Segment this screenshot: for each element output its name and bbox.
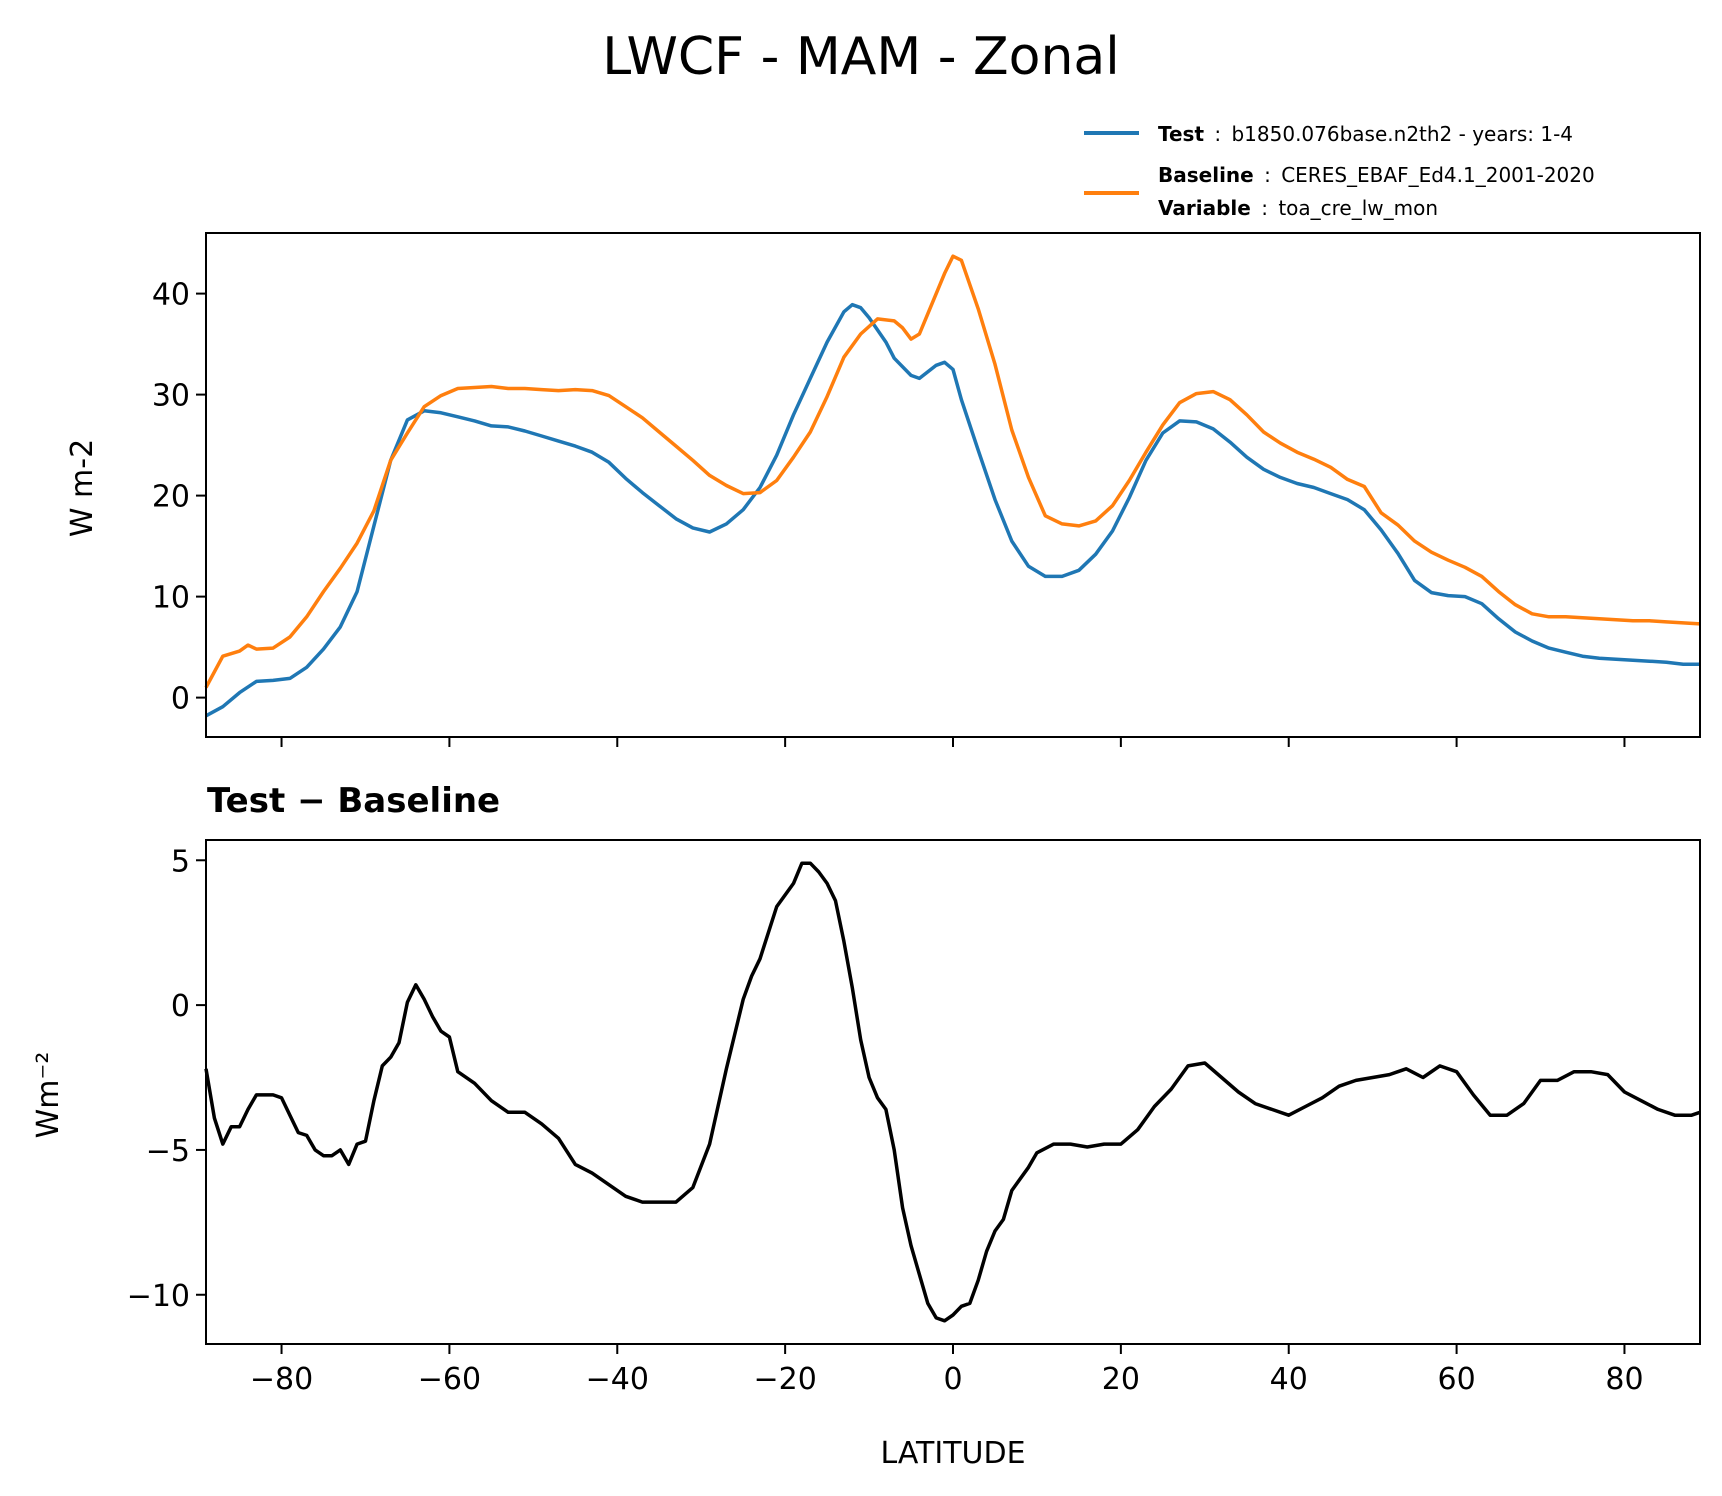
top-panel-ylabel: W m-2 <box>65 439 100 537</box>
top-ytick-label: 40 <box>152 278 190 313</box>
legend-test-key: Test <box>1158 122 1204 146</box>
bottom-ytick-label: 0 <box>171 989 190 1024</box>
bottom-panel: Test − Baseline Wm⁻² LATITUDE −10 −5 0 5 −80… <box>31 781 1701 1471</box>
top-series-test-line <box>205 302 1700 718</box>
svg-text:Test : b1850.076ba: Test : b1850.076base.n2th2 - years: 1-4 <box>1158 122 1573 146</box>
bottom-xtick-label: −40 <box>586 1362 649 1397</box>
legend-test-sep: : <box>1214 122 1221 146</box>
legend-baseline-key: Baseline <box>1158 163 1254 187</box>
svg-text:Baseline : CERES_E: Baseline : CERES_EBAF_Ed4.1_2001-2020 <box>1158 163 1595 187</box>
legend-variable-desc: toa_cre_lw_mon <box>1278 196 1438 220</box>
bottom-xtick-label: 60 <box>1438 1362 1476 1397</box>
bottom-panel-series <box>204 861 1701 1323</box>
bottom-panel-ylabel: Wm⁻² <box>31 1052 66 1139</box>
top-series-baseline-line <box>204 254 1701 689</box>
top-ytick-label: 20 <box>152 480 190 515</box>
top-ytick-label: 30 <box>152 379 190 414</box>
bottom-xtick-label: −80 <box>250 1362 313 1397</box>
bottom-panel-frame <box>205 839 1701 1345</box>
svg-text:Variable : toa_cre: Variable : toa_cre_lw_mon <box>1158 196 1438 220</box>
bottom-ytick-label: −10 <box>127 1279 190 1314</box>
legend-baseline-sep: : <box>1264 163 1271 187</box>
legend-test-desc: b1850.076base.n2th2 - years: 1-4 <box>1231 122 1573 146</box>
top-panel: W m-2 0 10 20 30 40 <box>65 232 1701 747</box>
legend-variable-sep: : <box>1261 196 1268 220</box>
legend-baseline-desc: CERES_EBAF_Ed4.1_2001-2020 <box>1281 163 1595 187</box>
top-ytick-label: 10 <box>152 581 190 616</box>
bottom-xtick-label: −20 <box>753 1362 816 1397</box>
bottom-xtick-label: 40 <box>1270 1362 1308 1397</box>
top-panel-series <box>204 254 1701 718</box>
top-panel-frame <box>205 232 1701 738</box>
figure-title: LWCF - MAM - Zonal <box>602 27 1120 87</box>
legend: Test : b1850.076base.n2th2 - years: 1-4 … <box>1084 122 1595 220</box>
bottom-panel-ticks: −10 −5 0 5 −80 −60 −40 −20 0 20 40 60 80 <box>127 844 1644 1397</box>
bottom-xtick-label: 20 <box>1102 1362 1140 1397</box>
bottom-ytick-label: 5 <box>171 844 190 879</box>
bottom-xtick-label: −60 <box>418 1362 481 1397</box>
legend-variable-key: Variable <box>1158 196 1251 220</box>
bottom-panel-xlabel: LATITUDE <box>880 1436 1025 1471</box>
bottom-xtick-label: 0 <box>943 1362 962 1397</box>
bottom-series-test-baseline-line <box>204 861 1701 1323</box>
bottom-xtick-label: 80 <box>1605 1362 1643 1397</box>
top-panel-ticks: 0 10 20 30 40 <box>152 278 1626 747</box>
bottom-panel-title: Test − Baseline <box>207 781 500 821</box>
bottom-ytick-label: −5 <box>146 1134 190 1169</box>
top-ytick-label: 0 <box>171 682 190 717</box>
